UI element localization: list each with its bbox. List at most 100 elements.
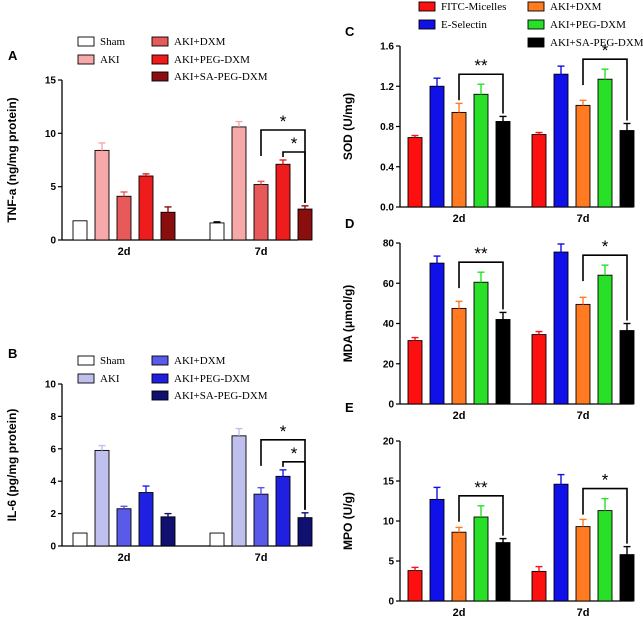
legend-swatch bbox=[418, 1, 436, 12]
significance-bracket bbox=[282, 461, 306, 510]
panel-letter: B bbox=[8, 346, 17, 361]
bar bbox=[116, 195, 132, 241]
y-tick-label: 10 bbox=[45, 129, 57, 140]
y-tick-label: 0.8 bbox=[380, 122, 394, 133]
bar bbox=[253, 493, 269, 547]
legend-swatch bbox=[151, 71, 169, 82]
bar bbox=[619, 554, 635, 602]
legend-label: AKI+PEG-DXM bbox=[174, 373, 250, 385]
significance-label: * bbox=[280, 422, 287, 441]
significance-bracket bbox=[582, 487, 628, 544]
x-category-label: 2d bbox=[453, 410, 466, 422]
legend-swatch bbox=[151, 36, 169, 47]
y-tick-label: 5 bbox=[50, 182, 56, 193]
legend-label: Sham bbox=[100, 355, 126, 367]
legend-label: Sham bbox=[100, 36, 126, 48]
bar bbox=[231, 435, 247, 547]
bar bbox=[407, 340, 423, 405]
bar bbox=[473, 281, 489, 405]
legend-label: AKI+DXM bbox=[550, 1, 602, 13]
significance-bracket bbox=[582, 58, 628, 121]
bar bbox=[619, 130, 635, 208]
y-tick-label: 1.6 bbox=[380, 42, 394, 53]
y-tick-label: 6 bbox=[50, 444, 56, 455]
significance-bracket bbox=[458, 261, 504, 310]
y-tick-label: 0 bbox=[50, 236, 56, 247]
y-tick-label: 0.0 bbox=[380, 203, 394, 214]
legend-swatch bbox=[151, 373, 169, 384]
y-tick-label: 0 bbox=[388, 400, 394, 411]
bar bbox=[575, 526, 591, 602]
legend-label: FITC-Micelles bbox=[441, 1, 506, 13]
panel-b: B IL-6 (pg/mg protein) 0 2 4 6 8 10 2d 7d ** Sham AK… bbox=[5, 346, 313, 564]
legend-swatch bbox=[77, 54, 95, 65]
bar bbox=[116, 508, 132, 547]
bar bbox=[553, 73, 569, 208]
legend-swatch bbox=[151, 355, 169, 366]
bar bbox=[429, 262, 445, 405]
legend-swatch bbox=[527, 37, 545, 48]
significance-label: * bbox=[602, 41, 609, 60]
bar bbox=[209, 222, 225, 241]
bar bbox=[451, 531, 467, 602]
significance-label: ** bbox=[474, 244, 488, 263]
y-tick-label: 80 bbox=[383, 239, 395, 250]
y-tick-label: 2 bbox=[50, 509, 56, 520]
y-tick-label: 15 bbox=[383, 477, 395, 488]
legend-swatch bbox=[151, 390, 169, 401]
bar bbox=[451, 307, 467, 405]
legend-swatch bbox=[527, 19, 545, 30]
bar bbox=[297, 517, 313, 547]
legend-label: AKI bbox=[100, 54, 120, 66]
y-tick-label: 4 bbox=[50, 477, 56, 488]
bar bbox=[597, 274, 613, 405]
y-tick-label: 10 bbox=[45, 380, 57, 391]
significance-bracket bbox=[458, 73, 504, 114]
bar bbox=[531, 334, 547, 405]
legend-label: AKI+SA-PEG-DXM bbox=[550, 37, 643, 49]
bar bbox=[473, 93, 489, 208]
bar bbox=[597, 78, 613, 208]
y-tick-label: 20 bbox=[383, 437, 395, 448]
significance-bracket bbox=[582, 254, 628, 321]
y-axis-label: IL-6 (pg/mg protein) bbox=[5, 409, 19, 522]
bar bbox=[575, 303, 591, 405]
panel-letter: D bbox=[345, 216, 354, 231]
legend-label: E-Selectin bbox=[441, 19, 487, 31]
bar bbox=[553, 251, 569, 405]
legend-label: AKI+DXM bbox=[174, 36, 226, 48]
y-tick-label: 0 bbox=[388, 597, 394, 608]
significance-label: * bbox=[602, 471, 609, 490]
bar bbox=[275, 475, 291, 547]
bar bbox=[72, 220, 88, 241]
x-category-label: 2d bbox=[118, 552, 131, 564]
significance-label: ** bbox=[474, 478, 488, 497]
x-category-label: 7d bbox=[577, 213, 590, 225]
significance-bracket bbox=[458, 495, 504, 536]
y-tick-label: 15 bbox=[45, 76, 57, 87]
bar bbox=[160, 211, 176, 241]
y-tick-label: 0 bbox=[50, 542, 56, 553]
bar bbox=[231, 126, 247, 241]
y-axis-label: MDA (μmol/g) bbox=[341, 285, 355, 363]
bar bbox=[94, 449, 110, 547]
bar bbox=[297, 208, 313, 241]
legend-label: AKI+PEG-DXM bbox=[174, 54, 250, 66]
legend-swatch bbox=[418, 19, 436, 30]
y-tick-label: 60 bbox=[383, 279, 395, 290]
significance-label: * bbox=[291, 444, 298, 463]
panel-letter: E bbox=[345, 400, 354, 415]
bar bbox=[429, 498, 445, 602]
legend-swatch bbox=[151, 54, 169, 65]
bar bbox=[531, 570, 547, 602]
bar bbox=[138, 492, 154, 547]
x-category-label: 7d bbox=[577, 410, 590, 422]
bar bbox=[553, 483, 569, 602]
x-category-label: 7d bbox=[255, 552, 268, 564]
y-tick-label: 0.4 bbox=[380, 162, 394, 173]
bar bbox=[407, 137, 423, 208]
legend-label: AKI+PEG-DXM bbox=[550, 19, 626, 31]
